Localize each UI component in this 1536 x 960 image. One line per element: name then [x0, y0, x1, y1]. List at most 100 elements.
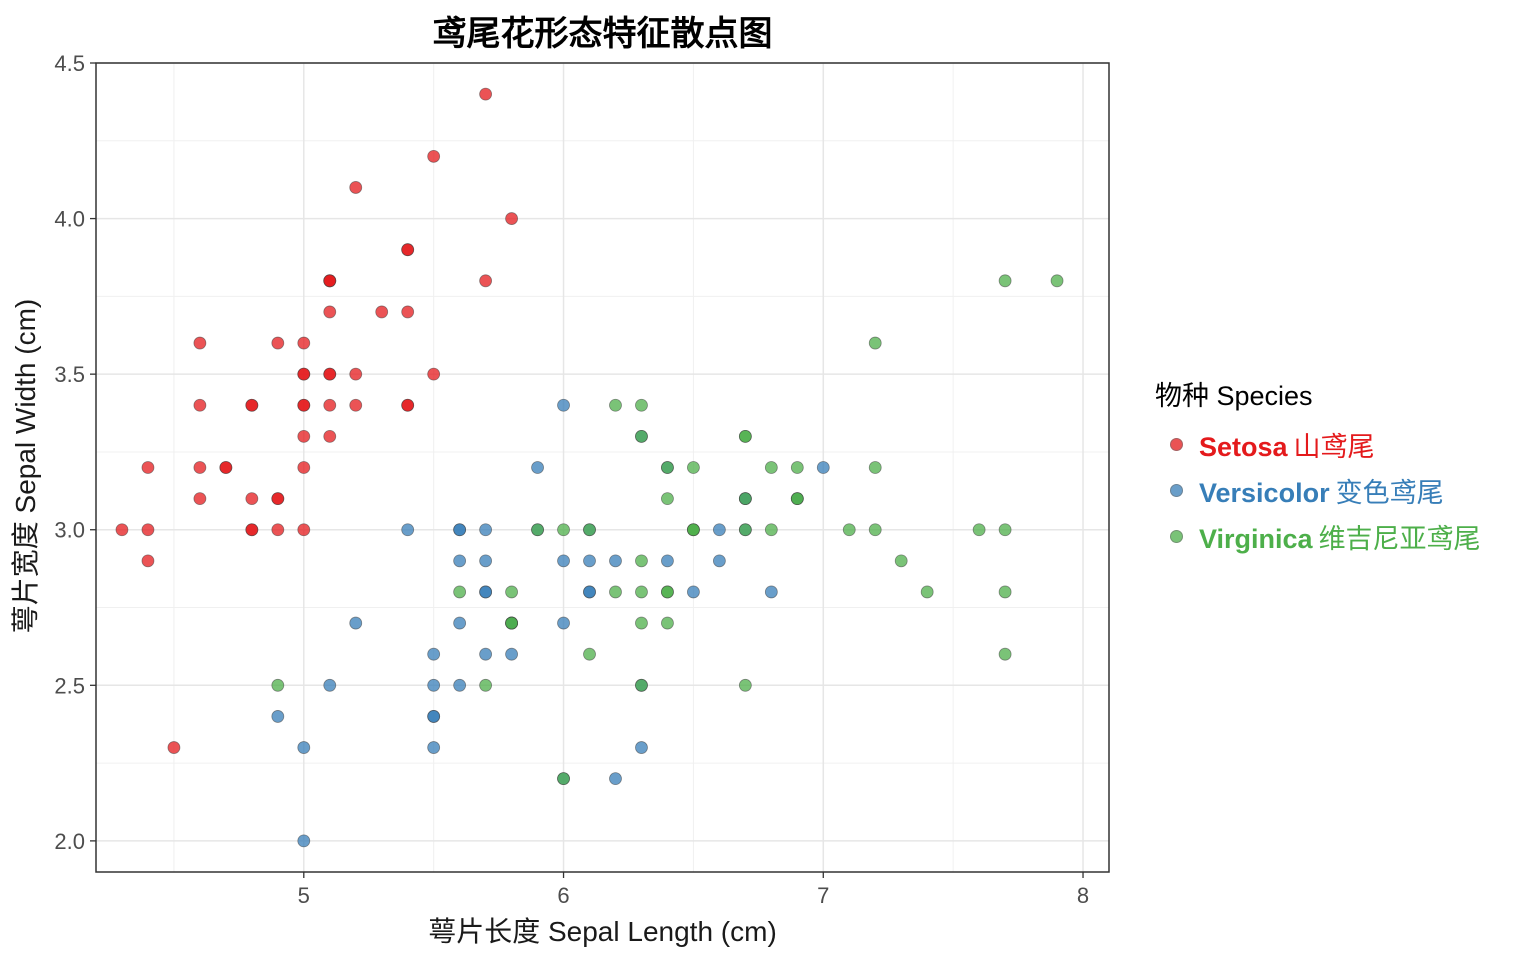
point-virginica [661, 616, 674, 630]
major-grid [96, 62, 1109, 872]
data-points [115, 87, 1064, 848]
point-virginica [790, 461, 804, 474]
y-axis: 2.0 2.5 3.0 3.5 4.0 4.5 [54, 51, 96, 854]
point-virginica [998, 523, 1012, 537]
point-versicolor [712, 554, 726, 568]
point-setosa [375, 305, 389, 319]
point-versicolor [635, 741, 648, 754]
x-axis-title: 萼片长度 Sepal Length (cm) [428, 916, 777, 947]
x-tick-label: 5 [298, 883, 310, 908]
point-versicolor [427, 741, 441, 754]
point-virginica [790, 492, 804, 506]
point-setosa [297, 429, 311, 443]
point-setosa [193, 461, 207, 474]
point-versicolor [297, 834, 311, 848]
point-setosa [271, 523, 285, 537]
legend-label-versicolor: Versicolor 变色鸢尾 [1199, 477, 1444, 509]
series-virginica [271, 274, 1064, 786]
point-virginica [738, 523, 752, 537]
point-setosa [141, 554, 155, 568]
point-versicolor [661, 554, 674, 568]
point-virginica [583, 647, 596, 661]
point-setosa [323, 398, 337, 412]
point-virginica [635, 554, 648, 568]
point-versicolor [349, 616, 363, 630]
point-virginica [661, 585, 674, 599]
point-setosa [297, 523, 311, 537]
point-virginica [868, 523, 882, 537]
point-virginica [920, 585, 934, 599]
point-setosa [323, 305, 337, 319]
point-setosa [297, 336, 311, 350]
point-setosa [141, 461, 155, 474]
point-virginica [1050, 274, 1064, 288]
y-tick-label: 2.5 [54, 673, 85, 698]
point-setosa [297, 461, 311, 474]
point-versicolor [271, 710, 285, 723]
legend-key-versicolor [1155, 475, 1199, 505]
minor-grid [96, 63, 1109, 872]
x-tick-label: 8 [1077, 883, 1089, 908]
legend-title: 物种 Species [1155, 381, 1313, 411]
point-setosa [219, 461, 233, 474]
point-setosa [401, 305, 415, 319]
point-setosa [271, 492, 285, 506]
point-virginica [661, 461, 674, 474]
point-virginica [505, 616, 518, 630]
point-virginica [271, 678, 285, 692]
point-versicolor [401, 523, 415, 537]
point-virginica [764, 523, 778, 537]
point-virginica [635, 678, 648, 692]
point-virginica [531, 523, 544, 537]
point-versicolor [427, 678, 441, 692]
y-tick-label: 4.5 [54, 51, 85, 76]
point-versicolor [479, 585, 493, 599]
point-virginica [868, 336, 882, 350]
point-virginica [738, 429, 752, 443]
point-setosa [245, 492, 259, 506]
point-setosa [401, 243, 415, 257]
point-setosa [427, 149, 441, 163]
point-versicolor [427, 710, 441, 723]
point-versicolor [453, 523, 467, 537]
point-versicolor [816, 461, 830, 474]
point-virginica [609, 585, 622, 599]
y-axis-title: 萼片宽度 Sepal Width (cm) [10, 298, 41, 634]
point-virginica [583, 523, 596, 537]
chart-title: 鸢尾花形态特征散点图 [432, 14, 773, 54]
point-setosa [349, 367, 363, 381]
legend-item-versicolor: Versicolor 变色鸢尾 [1155, 467, 1481, 513]
point-versicolor [297, 741, 311, 754]
y-tick-label: 3.0 [54, 518, 85, 543]
point-virginica [868, 461, 882, 474]
panel-border [95, 62, 1110, 873]
point-virginica [609, 398, 622, 412]
point-setosa [193, 336, 207, 350]
point-virginica [972, 523, 986, 537]
x-tick-label: 6 [557, 883, 569, 908]
point-virginica [557, 523, 570, 537]
point-virginica [635, 616, 648, 630]
point-versicolor [557, 616, 570, 630]
legend-item-setosa: Setosa 山鸢尾 [1155, 421, 1481, 467]
point-versicolor [687, 585, 700, 599]
legend-label-virginica: Virginica 维吉尼亚鸢尾 [1199, 523, 1481, 555]
point-setosa [167, 741, 181, 754]
point-setosa [349, 398, 363, 412]
point-setosa [323, 367, 337, 381]
point-versicolor [583, 585, 596, 599]
x-axis: 5 6 7 8 [298, 872, 1089, 908]
legend-label-setosa: Setosa 山鸢尾 [1199, 431, 1375, 463]
point-virginica [998, 647, 1012, 661]
point-versicolor [531, 461, 544, 474]
point-virginica [998, 274, 1012, 288]
point-versicolor [453, 554, 467, 568]
point-virginica [479, 678, 493, 692]
point-versicolor [453, 678, 467, 692]
point-virginica [453, 585, 467, 599]
point-versicolor [323, 678, 337, 692]
point-versicolor [764, 585, 778, 599]
x-tick-label: 7 [817, 883, 829, 908]
point-virginica [505, 585, 518, 599]
